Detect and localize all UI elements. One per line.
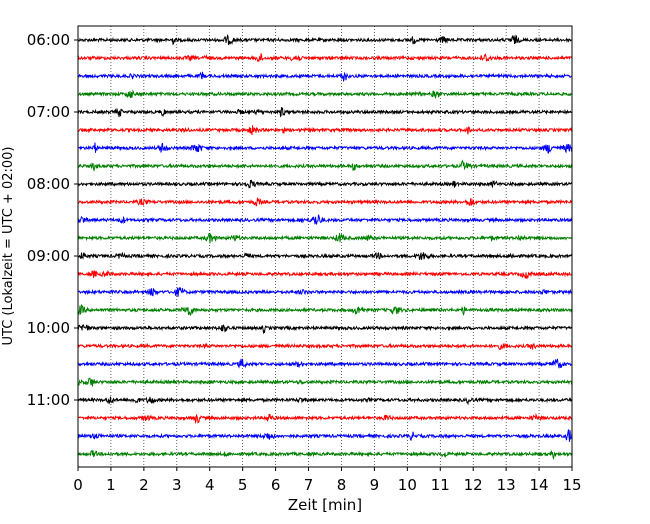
trace-line [77, 125, 573, 135]
trace-line [77, 179, 573, 189]
trace-line [77, 396, 573, 406]
trace-line [77, 142, 573, 154]
trace-line [77, 159, 573, 172]
x-axis: 0 1 2 3 4 5 6 7 8 9 10 11 12 13 14 15 [73, 467, 582, 494]
x-tick-label: 11 [431, 476, 450, 494]
y-axis: 06:00 07:00 08:00 09:00 10:00 11:00 [27, 31, 78, 409]
y-axis-label: UTC (Lokalzeit = UTC + 02:00) [1, 147, 16, 346]
x-tick-label: 15 [562, 476, 581, 494]
trace-line [77, 251, 573, 260]
trace-line [77, 53, 573, 63]
x-tick-label: 13 [497, 476, 516, 494]
x-tick-label: 9 [370, 476, 380, 494]
traces [77, 34, 573, 461]
trace-line [77, 34, 573, 46]
trace-line [77, 377, 573, 387]
trace-line [77, 342, 573, 350]
x-tick-label: 0 [73, 476, 83, 494]
x-tick-label: 14 [530, 476, 549, 494]
x-tick-label: 1 [106, 476, 116, 494]
trace-line [77, 233, 573, 244]
x-tick-label: 12 [464, 476, 483, 494]
trace-line [77, 269, 573, 280]
trace-line [77, 89, 573, 100]
x-tick-label: 5 [238, 476, 248, 494]
x-tick-label: 3 [172, 476, 182, 494]
y-tick-label: 10:00 [27, 319, 70, 337]
trace-line [77, 197, 573, 207]
x-axis-label: Zeit [min] [288, 496, 362, 514]
trace-line [77, 214, 573, 225]
plot-frame [77, 25, 573, 468]
y-tick-label: 06:00 [27, 31, 70, 49]
x-tick-label: 4 [205, 476, 215, 494]
x-tick-label: 8 [337, 476, 347, 494]
trace-line [77, 429, 573, 442]
trace-line [77, 323, 573, 335]
x-tick-label: 2 [139, 476, 149, 494]
y-tick-label: 09:00 [27, 247, 70, 265]
x-tick-label: 7 [304, 476, 314, 494]
x-tick-label: 6 [271, 476, 281, 494]
trace-line [77, 287, 573, 297]
trace-line [77, 412, 573, 424]
y-tick-label: 08:00 [27, 175, 70, 193]
trace-line [77, 71, 573, 83]
trace-line [77, 303, 573, 317]
x-tick-label: 10 [398, 476, 417, 494]
y-tick-label: 07:00 [27, 103, 70, 121]
trace-line [77, 449, 573, 461]
trace-line [77, 107, 573, 118]
y-tick-label: 11:00 [27, 391, 70, 409]
trace-line [77, 358, 573, 369]
